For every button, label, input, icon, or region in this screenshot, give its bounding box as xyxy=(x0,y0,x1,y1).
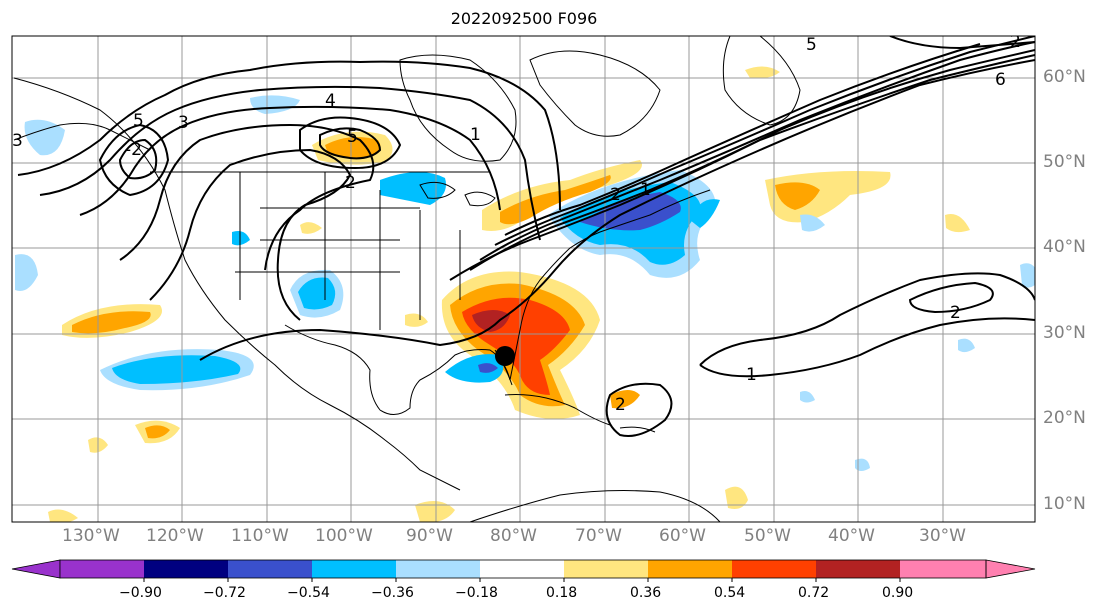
contour-label: 2 xyxy=(615,395,626,415)
lon-label: 60°W xyxy=(659,526,706,546)
lat-label: 20°N xyxy=(1043,408,1086,428)
lat-label: 50°N xyxy=(1043,152,1086,172)
colorbar-tick-label: −0.72 xyxy=(203,585,246,601)
lon-label: 40°W xyxy=(828,526,875,546)
contour-label: 1 xyxy=(640,180,651,200)
contour-lines xyxy=(17,36,1035,437)
contour-label: 6 xyxy=(995,70,1006,90)
contour-label: -2 xyxy=(125,140,142,160)
lon-label: 90°W xyxy=(406,526,453,546)
lon-label: 70°W xyxy=(575,526,622,546)
colorbar xyxy=(11,559,1036,582)
lon-label: 80°W xyxy=(490,526,537,546)
lat-label: 40°N xyxy=(1043,237,1086,257)
lon-label: 120°W xyxy=(146,526,204,546)
colorbar-tick-label: 0.36 xyxy=(630,585,662,601)
contour-label-group: 5 3 4 2 1 -2 5 1 2 6 2 1 5 2 3 2 xyxy=(12,32,1021,415)
graticule xyxy=(12,36,1035,522)
contour-label: 5 xyxy=(806,35,817,55)
colorbar-tick-label: 0.90 xyxy=(882,585,914,601)
contour-label: 5 xyxy=(347,127,358,147)
contour-label: 5 xyxy=(133,111,144,131)
lon-label: 30°W xyxy=(919,526,966,546)
contour-label: 3 xyxy=(12,131,23,151)
contour-label: 1 xyxy=(470,125,481,145)
contour-label: 2 xyxy=(950,303,961,323)
contour-label: 4 xyxy=(325,91,336,111)
lon-label: 130°W xyxy=(62,526,120,546)
colorbar-tick-label: 0.72 xyxy=(798,585,830,601)
lon-label: 50°W xyxy=(744,526,791,546)
lat-label: 60°N xyxy=(1043,67,1086,87)
contour-label: 2 xyxy=(610,185,621,205)
map-frame xyxy=(11,35,1036,523)
colorbar-tick-label: −0.18 xyxy=(455,585,498,601)
storm-position-marker xyxy=(495,346,515,366)
contour-label: 3 xyxy=(178,113,189,133)
map-title: 2022092500 F096 xyxy=(450,9,598,28)
contour-label: 2 xyxy=(1010,32,1021,52)
contour-label: 2 xyxy=(345,173,356,193)
colorbar-tick-label: −0.54 xyxy=(287,585,330,601)
lat-label: 10°N xyxy=(1043,494,1086,514)
colorbar-tick-label: −0.36 xyxy=(371,585,414,601)
colorbar-tick-label: 0.18 xyxy=(546,585,578,601)
lon-label: 100°W xyxy=(315,526,373,546)
coastlines xyxy=(13,36,801,522)
lon-label: 110°W xyxy=(231,526,289,546)
lat-label: 30°N xyxy=(1043,323,1086,343)
colorbar-tick-label: 0.54 xyxy=(714,585,746,601)
contour-label: 1 xyxy=(746,365,757,385)
colorbar-tick-label: −0.90 xyxy=(119,585,162,601)
